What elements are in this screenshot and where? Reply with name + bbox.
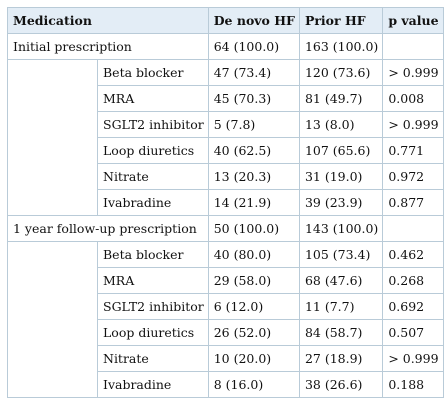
table-row: Loop diuretics 26 (52.0) 84 (58.7) 0.507 — [7, 319, 444, 346]
de-novo-value: 26 (52.0) — [207, 319, 300, 346]
indent-cell — [7, 293, 98, 320]
group-label: Initial prescription — [7, 33, 209, 60]
de-novo-value: 14 (21.9) — [207, 189, 300, 216]
table-row: Nitrate 10 (20.0) 27 (18.9) > 0.999 — [7, 345, 444, 372]
group-label: 1 year follow-up prescription — [7, 215, 209, 242]
medication-name: SGLT2 inhibitor — [97, 111, 209, 138]
group-p-value — [382, 33, 444, 60]
indent-cell — [7, 111, 98, 138]
group-prior: 143 (100.0) — [298, 215, 384, 242]
prior-value: 84 (58.7) — [298, 319, 384, 346]
table-row: SGLT2 inhibitor 6 (12.0) 11 (7.7) 0.692 — [7, 293, 444, 320]
group-p-value — [382, 215, 444, 242]
indent-cell — [7, 85, 98, 112]
medication-name: SGLT2 inhibitor — [97, 293, 209, 320]
de-novo-value: 45 (70.3) — [207, 85, 300, 112]
indent-cell — [7, 241, 98, 268]
group-row: Initial prescription 64 (100.0) 163 (100.0… — [7, 33, 444, 60]
prior-value: 68 (47.6) — [298, 267, 384, 294]
group-de-novo: 64 (100.0) — [207, 33, 300, 60]
group-row: 1 year follow-up prescription 50 (100.0) 1… — [7, 215, 444, 242]
de-novo-value: 29 (58.0) — [207, 267, 300, 294]
group-prior: 163 (100.0) — [298, 33, 384, 60]
medication-table: Medication De novo HF Prior HF p value I… — [7, 7, 444, 398]
de-novo-value: 13 (20.3) — [207, 163, 300, 190]
table-row: Beta blocker 47 (73.4) 120 (73.6) > 0.999 — [7, 59, 444, 86]
indent-cell — [7, 319, 98, 346]
table-header: Medication De novo HF Prior HF p value — [7, 7, 444, 34]
p-value: 0.268 — [382, 267, 444, 294]
indent-cell — [7, 267, 98, 294]
p-value: 0.507 — [382, 319, 444, 346]
header-p-value: p value — [382, 7, 444, 34]
indent-cell — [7, 59, 98, 86]
group-de-novo: 50 (100.0) — [207, 215, 300, 242]
de-novo-value: 47 (73.4) — [207, 59, 300, 86]
prior-value: 13 (8.0) — [298, 111, 384, 138]
medication-name: Loop diuretics — [97, 319, 209, 346]
p-value: 0.877 — [382, 189, 444, 216]
header-row: Medication De novo HF Prior HF p value — [7, 7, 444, 34]
table-row: Ivabradine 8 (16.0) 38 (26.6) 0.188 — [7, 371, 444, 398]
medication-name: MRA — [97, 267, 209, 294]
medication-name: Beta blocker — [97, 241, 209, 268]
de-novo-value: 10 (20.0) — [207, 345, 300, 372]
de-novo-value: 40 (62.5) — [207, 137, 300, 164]
de-novo-value: 6 (12.0) — [207, 293, 300, 320]
de-novo-value: 5 (7.8) — [207, 111, 300, 138]
table-row: SGLT2 inhibitor 5 (7.8) 13 (8.0) > 0.999 — [7, 111, 444, 138]
table-body: Initial prescription 64 (100.0) 163 (100.0… — [7, 33, 444, 398]
medication-name: MRA — [97, 85, 209, 112]
medication-name: Nitrate — [97, 163, 209, 190]
p-value: 0.771 — [382, 137, 444, 164]
prior-value: 120 (73.6) — [298, 59, 384, 86]
indent-cell — [7, 163, 98, 190]
indent-cell — [7, 189, 98, 216]
p-value: 0.972 — [382, 163, 444, 190]
p-value: 0.462 — [382, 241, 444, 268]
prior-value: 39 (23.9) — [298, 189, 384, 216]
p-value: > 0.999 — [382, 59, 444, 86]
table-row: MRA 45 (70.3) 81 (49.7) 0.008 — [7, 85, 444, 112]
de-novo-value: 40 (80.0) — [207, 241, 300, 268]
medication-name: Ivabradine — [97, 189, 209, 216]
indent-cell — [7, 137, 98, 164]
medication-name: Ivabradine — [97, 371, 209, 398]
medication-name: Nitrate — [97, 345, 209, 372]
de-novo-value: 8 (16.0) — [207, 371, 300, 398]
p-value: 0.692 — [382, 293, 444, 320]
prior-value: 27 (18.9) — [298, 345, 384, 372]
medication-name: Loop diuretics — [97, 137, 209, 164]
p-value: > 0.999 — [382, 111, 444, 138]
prior-value: 81 (49.7) — [298, 85, 384, 112]
header-medication: Medication — [7, 7, 209, 34]
prior-value: 105 (73.4) — [298, 241, 384, 268]
table-row: Ivabradine 14 (21.9) 39 (23.9) 0.877 — [7, 189, 444, 216]
prior-value: 107 (65.6) — [298, 137, 384, 164]
p-value: > 0.999 — [382, 345, 444, 372]
table-row: MRA 29 (58.0) 68 (47.6) 0.268 — [7, 267, 444, 294]
p-value: 0.188 — [382, 371, 444, 398]
prior-value: 31 (19.0) — [298, 163, 384, 190]
table-row: Nitrate 13 (20.3) 31 (19.0) 0.972 — [7, 163, 444, 190]
prior-value: 11 (7.7) — [298, 293, 384, 320]
table-row: Loop diuretics 40 (62.5) 107 (65.6) 0.771 — [7, 137, 444, 164]
header-de-novo: De novo HF — [207, 7, 300, 34]
table-row: Beta blocker 40 (80.0) 105 (73.4) 0.462 — [7, 241, 444, 268]
indent-cell — [7, 345, 98, 372]
indent-cell — [7, 371, 98, 398]
header-prior: Prior HF — [298, 7, 384, 34]
prior-value: 38 (26.6) — [298, 371, 384, 398]
p-value: 0.008 — [382, 85, 444, 112]
medication-name: Beta blocker — [97, 59, 209, 86]
